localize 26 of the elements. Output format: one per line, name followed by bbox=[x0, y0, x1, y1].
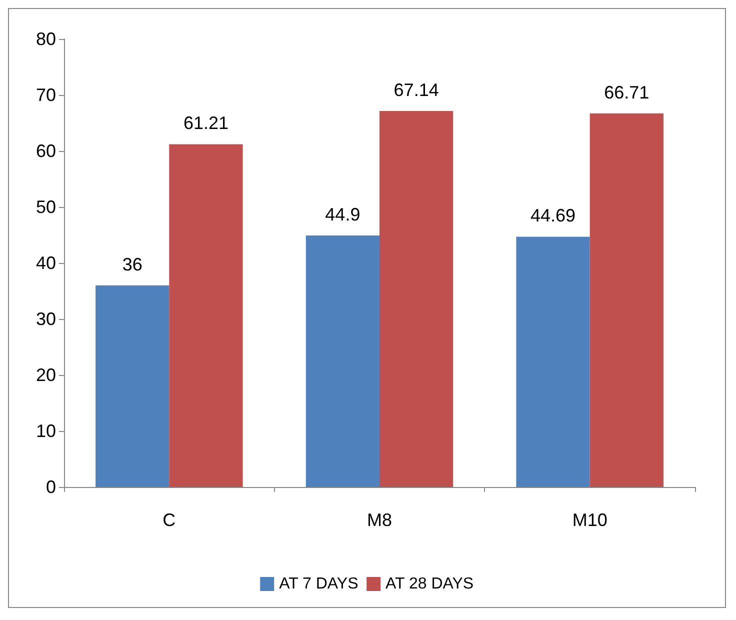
data-label: 66.71 bbox=[604, 82, 650, 102]
x-tick-label: M10 bbox=[572, 510, 608, 530]
y-tick-label: 70 bbox=[36, 85, 56, 105]
bar bbox=[306, 236, 380, 487]
data-label: 44.69 bbox=[530, 206, 576, 226]
bar bbox=[380, 111, 454, 487]
y-tick-label: 60 bbox=[36, 141, 56, 161]
data-label: 61.21 bbox=[183, 113, 228, 134]
y-tick-label: 30 bbox=[36, 309, 56, 329]
data-label: 44.9 bbox=[325, 204, 360, 225]
legend-label: AT 7 DAYS bbox=[279, 576, 358, 592]
x-tick-label: C bbox=[162, 510, 176, 530]
y-tick-label: 0 bbox=[46, 477, 56, 497]
bar bbox=[96, 285, 170, 487]
x-tick-label: M8 bbox=[366, 510, 392, 530]
y-tick-label: 80 bbox=[36, 29, 56, 49]
bar bbox=[516, 236, 590, 487]
data-label: 67.14 bbox=[394, 80, 439, 100]
bar bbox=[590, 113, 664, 487]
y-tick-label: 40 bbox=[36, 253, 56, 273]
y-tick-label: 50 bbox=[36, 197, 56, 217]
y-tick-label: 10 bbox=[36, 421, 56, 441]
y-tick-label: 20 bbox=[36, 365, 56, 385]
bar bbox=[169, 144, 243, 487]
data-label: 36 bbox=[122, 254, 142, 274]
legend-label: AT 28 DAYS bbox=[386, 576, 474, 592]
